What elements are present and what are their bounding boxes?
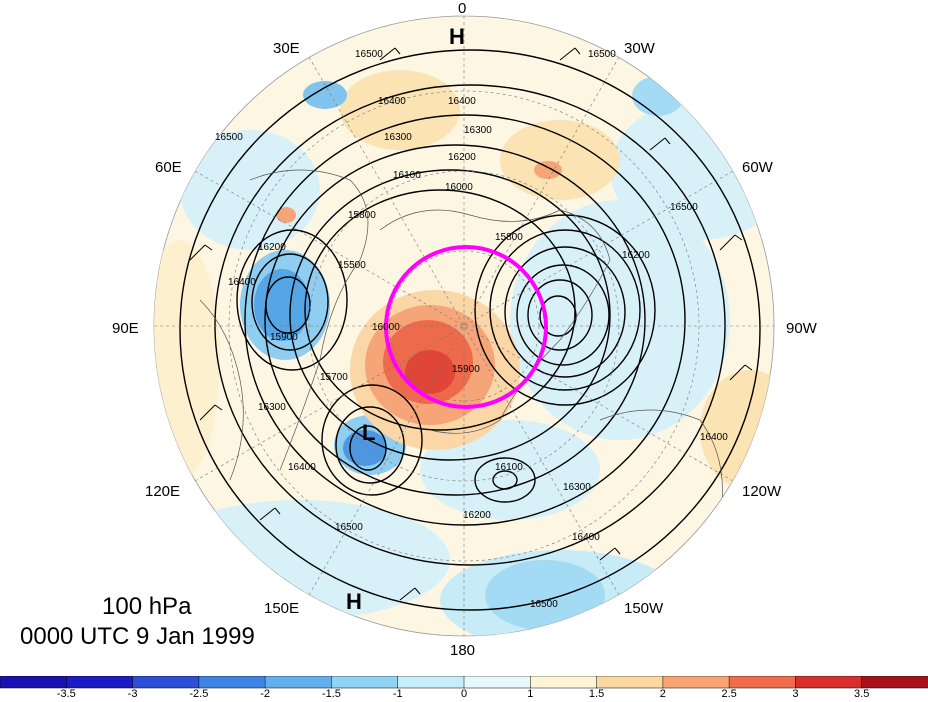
colorbar-tick-label: -1.5 xyxy=(321,688,341,700)
contour-label: 16400 xyxy=(448,96,476,107)
contour-label: 16400 xyxy=(228,277,256,288)
lon-label-90w: 90W xyxy=(786,320,817,337)
colorbar-swatch xyxy=(0,676,68,689)
contour-label: 15500 xyxy=(338,260,366,271)
colorbar-tick-label: 3 xyxy=(792,688,799,700)
contour-label: 15900 xyxy=(452,364,480,375)
colorbar xyxy=(0,676,928,702)
contour-label: 16100 xyxy=(495,462,523,473)
highlight-circle xyxy=(384,245,548,409)
low-pressure-marker: L xyxy=(362,420,376,445)
colorbar-swatch xyxy=(132,676,200,689)
contour-label: 16500 xyxy=(670,202,698,213)
contour-label: 15900 xyxy=(270,332,298,343)
colorbar-tick-label: 2 xyxy=(659,688,666,700)
contour-label: 16300 xyxy=(563,482,591,493)
contour-label: 16000 xyxy=(445,182,473,193)
contour-label: 16500 xyxy=(215,132,243,143)
colorbar-tick-label: 3.5 xyxy=(854,688,870,700)
contour-label: 15800 xyxy=(348,210,376,221)
contour-label: 16000 xyxy=(372,322,400,333)
lon-label-0: 0 xyxy=(458,0,467,17)
high-pressure-marker: H xyxy=(346,589,362,614)
lon-label-30e: 30E xyxy=(273,40,300,57)
colorbar-tick-label: 1.5 xyxy=(588,688,605,700)
contour-label: 16300 xyxy=(258,402,286,413)
contour-label: 16400 xyxy=(572,532,600,543)
colorbar-swatch xyxy=(596,676,664,689)
lon-label-90e: 90E xyxy=(112,320,139,337)
colorbar-tick-label: 0 xyxy=(460,688,468,700)
contour-label: 16400 xyxy=(288,462,316,473)
colorbar-swatches xyxy=(0,676,928,689)
contour-label: 16300 xyxy=(464,125,492,136)
contour-label: 16100 xyxy=(393,170,421,181)
contour-label: 16200 xyxy=(622,250,650,261)
lon-label-60w: 60W xyxy=(742,159,773,176)
colorbar-swatch xyxy=(662,676,730,689)
colorbar-swatch xyxy=(728,676,797,689)
colorbar-tick-label: -1 xyxy=(392,688,403,700)
colorbar-swatch xyxy=(397,676,465,689)
lon-label-60e: 60E xyxy=(155,159,182,176)
colorbar-swatch xyxy=(331,676,399,689)
colorbar-tick-label: -2.5 xyxy=(189,688,209,700)
contour-label: 16500 xyxy=(530,599,558,610)
coastlines xyxy=(199,169,723,521)
contour-label: 15800 xyxy=(495,232,523,243)
contour-label: 16200 xyxy=(463,510,491,521)
contour-label: 16300 xyxy=(384,132,412,143)
geopotential-contours xyxy=(179,49,761,611)
contour-label: 16500 xyxy=(588,49,616,60)
contour-labels: 16500 16500 16400 16400 16300 16300 1620… xyxy=(215,49,728,610)
colorbar-tick-label: -3 xyxy=(127,688,138,700)
colorbar-tick-label: 1 xyxy=(527,688,534,700)
colorbar-swatch xyxy=(66,676,134,689)
lon-label-120w: 120W xyxy=(742,483,782,500)
pressure-level-caption: 100 hPa xyxy=(102,593,192,620)
colorbar-swatch xyxy=(198,676,266,689)
contour-label: 16200 xyxy=(448,152,476,163)
colorbar-tick-label: -2 xyxy=(260,688,271,700)
lon-label-180: 180 xyxy=(450,642,476,659)
colorbar-swatch xyxy=(795,676,863,689)
contour-label: 16400 xyxy=(378,96,406,107)
contour-label: 16500 xyxy=(335,522,363,533)
colorbar-tick-label: 2.5 xyxy=(721,688,737,700)
wind-barbs xyxy=(189,47,753,601)
lon-label-150w: 150W xyxy=(624,600,664,617)
contour-label: 16400 xyxy=(700,432,728,443)
polar-stereographic-map: 16500 16500 16400 16400 16300 16300 1620… xyxy=(153,15,775,637)
contour-label: 16500 xyxy=(355,49,383,60)
graticule xyxy=(154,16,774,636)
lon-label-150e: 150E xyxy=(264,600,300,617)
colorbar-tick-label: -3.5 xyxy=(56,688,76,700)
lon-label-120e: 120E xyxy=(145,483,181,500)
timestamp-caption: 0000 UTC 9 Jan 1999 xyxy=(20,623,255,650)
contour-label: 16200 xyxy=(258,242,286,253)
colorbar-swatch xyxy=(463,676,532,689)
colorbar-swatch xyxy=(861,676,928,689)
high-pressure-marker: H xyxy=(449,24,465,49)
lon-label-30w: 30W xyxy=(624,40,655,57)
contour-label: 15700 xyxy=(320,372,348,383)
colorbar-swatch xyxy=(264,676,333,689)
colorbar-swatch xyxy=(530,676,598,689)
